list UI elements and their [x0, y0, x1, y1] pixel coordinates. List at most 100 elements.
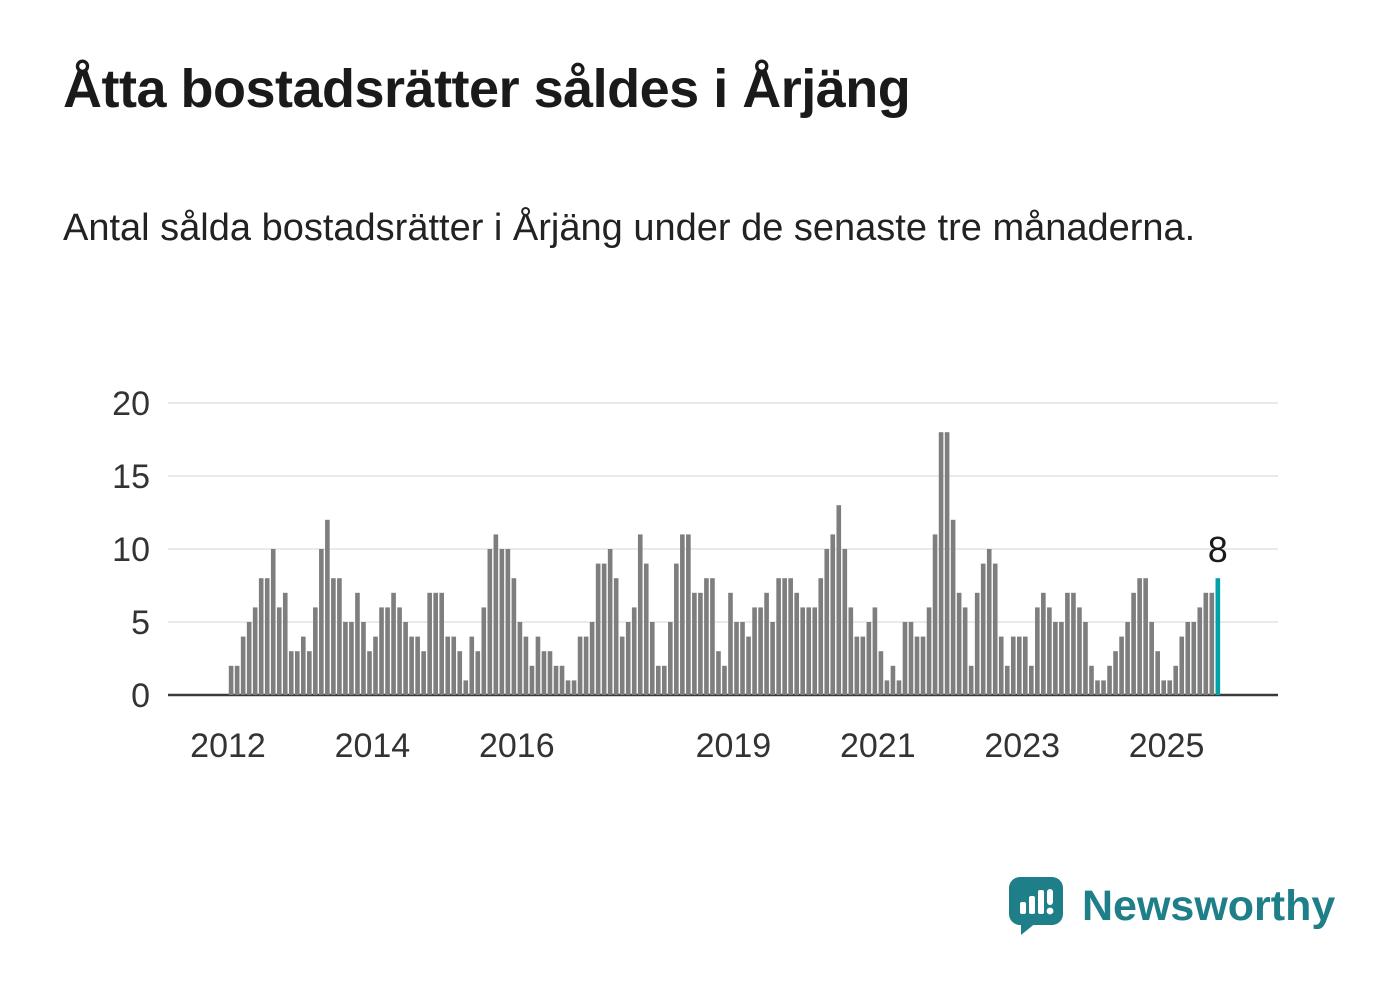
bar [535, 636, 541, 695]
bar [1161, 680, 1166, 695]
bar [824, 549, 830, 695]
bar [764, 592, 769, 695]
bar [752, 607, 757, 695]
bar [427, 592, 432, 695]
bar [228, 665, 234, 695]
bar [421, 651, 426, 695]
bar [674, 563, 679, 695]
bar [415, 636, 420, 695]
highlighted-bar [1215, 578, 1221, 695]
bar [698, 592, 703, 695]
bar [1173, 665, 1179, 695]
bar [619, 636, 625, 695]
bar [932, 534, 938, 695]
bar [1083, 622, 1088, 695]
y-tick-label: 0 [131, 677, 150, 715]
bar [1131, 592, 1136, 695]
bar [649, 622, 655, 695]
bar [1016, 636, 1022, 695]
bar [379, 607, 384, 695]
bar [571, 680, 577, 695]
bar [908, 622, 914, 695]
bar [523, 636, 529, 695]
bar [914, 636, 920, 695]
y-tick-label: 10 [112, 531, 150, 569]
x-tick-label: 2025 [1129, 727, 1205, 765]
bar [842, 549, 848, 695]
bar [878, 651, 884, 695]
bar [1107, 665, 1112, 695]
bar [1185, 622, 1191, 695]
y-tick-label: 20 [112, 385, 150, 423]
bar [655, 665, 661, 695]
bar [1113, 651, 1118, 695]
bar [469, 636, 475, 695]
bar [1197, 607, 1203, 695]
bar [337, 578, 342, 695]
bar [541, 651, 547, 695]
bar [499, 549, 505, 695]
bar [818, 578, 824, 695]
bar [992, 563, 998, 695]
bar [1137, 578, 1142, 695]
bar [397, 607, 402, 695]
bar [457, 651, 463, 695]
bar [788, 578, 793, 695]
bar [325, 519, 330, 695]
bar [1035, 607, 1040, 695]
bar [1191, 622, 1197, 695]
bar [854, 636, 860, 695]
bar [643, 563, 649, 695]
bar [613, 578, 619, 695]
bar [746, 636, 751, 695]
bar [264, 578, 270, 695]
bar [1041, 592, 1046, 695]
bar [1077, 607, 1082, 695]
bar [740, 622, 745, 695]
bar [1023, 636, 1028, 695]
bar [866, 622, 872, 695]
bar [686, 534, 691, 695]
bar [475, 651, 481, 695]
newsworthy-bubble-icon [1009, 877, 1063, 935]
bar [848, 607, 854, 695]
bar [577, 636, 583, 695]
bar [313, 607, 318, 695]
bar [776, 578, 781, 695]
bar [662, 665, 667, 695]
bar [1125, 622, 1130, 695]
bar [307, 651, 312, 695]
bar [409, 636, 414, 695]
bar [331, 578, 336, 695]
bar [1029, 665, 1034, 695]
bar [1143, 578, 1148, 695]
bar [734, 622, 739, 695]
bar [529, 665, 535, 695]
bar-value-label: 8 [1208, 529, 1228, 570]
x-tick-label: 2019 [696, 727, 772, 765]
bar [637, 534, 643, 695]
bar [704, 578, 709, 695]
bar [872, 607, 878, 695]
bar [607, 549, 613, 695]
bar [276, 607, 282, 695]
bar [716, 651, 721, 695]
bar [860, 636, 866, 695]
bar [938, 432, 944, 695]
bar [1004, 665, 1010, 695]
newsworthy-wordmark: Newsworthy [1082, 881, 1336, 930]
bar [722, 665, 727, 695]
bar [962, 607, 968, 695]
bar [385, 607, 390, 695]
bar [487, 549, 493, 695]
bar [631, 607, 637, 695]
bar [1053, 622, 1058, 695]
bar [758, 607, 763, 695]
bar [1095, 680, 1100, 695]
bar [1155, 651, 1160, 695]
bar [926, 607, 932, 695]
bar [794, 592, 799, 695]
bar [240, 636, 246, 695]
bar [403, 622, 408, 695]
